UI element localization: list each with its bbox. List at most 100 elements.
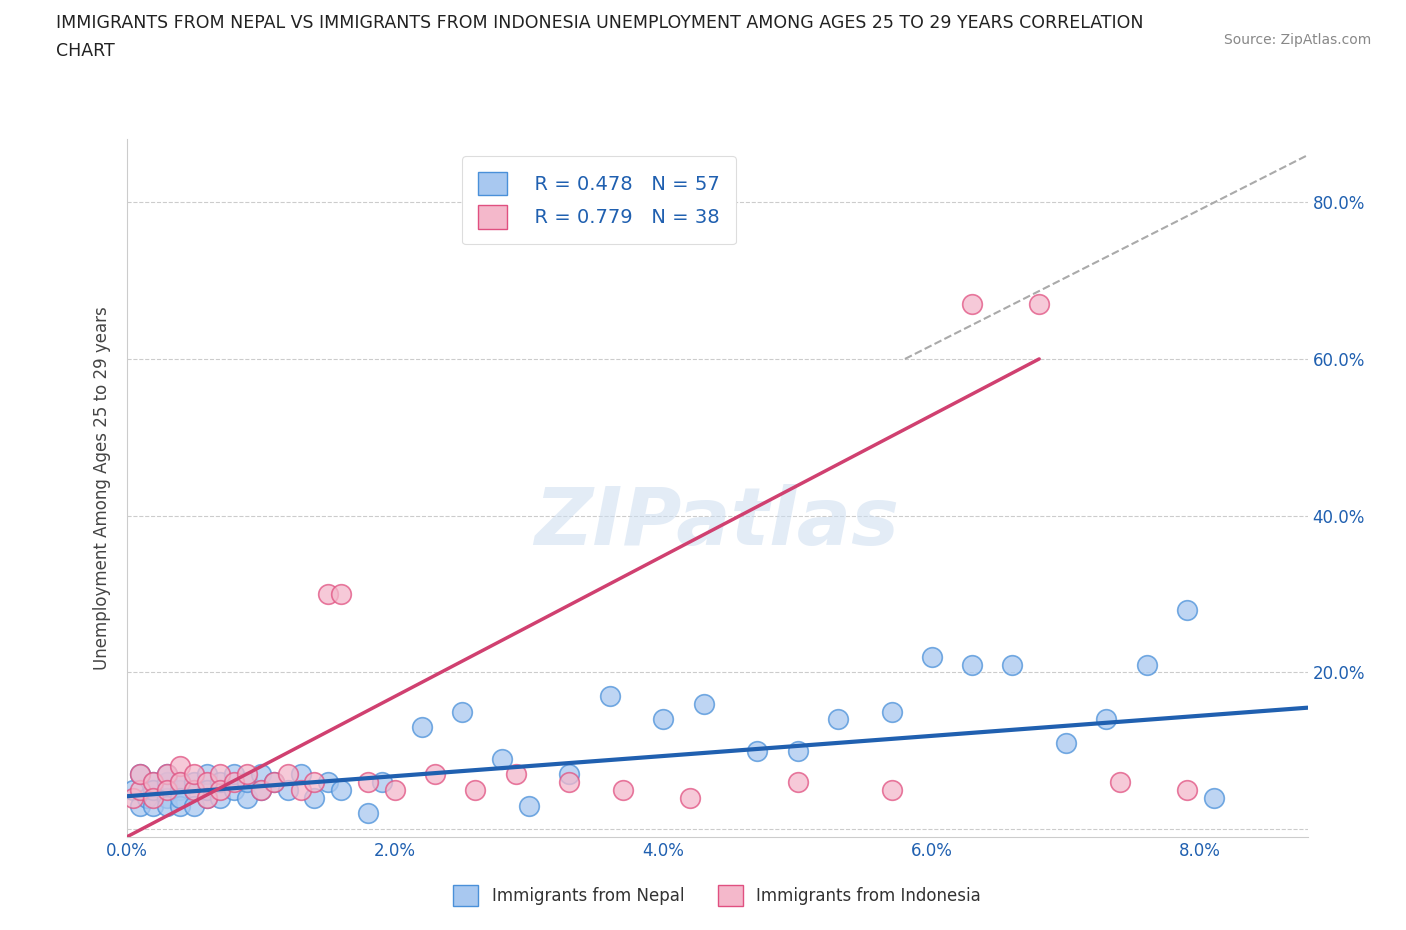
Point — [222, 775, 245, 790]
Point — [1108, 775, 1130, 790]
Point — [786, 743, 808, 758]
Point — [249, 782, 271, 797]
Point — [129, 767, 152, 782]
Point — [195, 775, 218, 790]
Point — [156, 775, 179, 790]
Point — [357, 775, 380, 790]
Point — [599, 688, 621, 703]
Point — [169, 782, 191, 797]
Point — [142, 775, 165, 790]
Text: CHART: CHART — [56, 42, 115, 60]
Point — [169, 790, 191, 805]
Point — [142, 790, 165, 805]
Point — [129, 767, 152, 782]
Point — [195, 782, 218, 797]
Point — [464, 782, 486, 797]
Point — [195, 767, 218, 782]
Point — [692, 697, 714, 711]
Point — [1095, 712, 1118, 727]
Point — [209, 782, 232, 797]
Point — [129, 798, 152, 813]
Point — [960, 297, 983, 312]
Point — [290, 782, 312, 797]
Point — [156, 767, 179, 782]
Point — [330, 587, 353, 602]
Legend: Immigrants from Nepal, Immigrants from Indonesia: Immigrants from Nepal, Immigrants from I… — [447, 879, 987, 912]
Point — [491, 751, 513, 766]
Point — [183, 782, 205, 797]
Point — [316, 587, 339, 602]
Point — [209, 767, 232, 782]
Point — [169, 775, 191, 790]
Y-axis label: Unemployment Among Ages 25 to 29 years: Unemployment Among Ages 25 to 29 years — [93, 306, 111, 671]
Point — [142, 782, 165, 797]
Point — [1001, 658, 1024, 672]
Point — [558, 767, 581, 782]
Point — [517, 798, 540, 813]
Point — [277, 782, 299, 797]
Point — [236, 790, 259, 805]
Point — [156, 790, 179, 805]
Point — [195, 790, 218, 805]
Point — [880, 704, 903, 719]
Point — [827, 712, 849, 727]
Point — [1175, 603, 1198, 618]
Point — [505, 767, 527, 782]
Point — [209, 775, 232, 790]
Point — [1028, 297, 1050, 312]
Point — [747, 743, 769, 758]
Point — [612, 782, 634, 797]
Point — [425, 767, 447, 782]
Point — [316, 775, 339, 790]
Point — [183, 798, 205, 813]
Point — [183, 782, 205, 797]
Point — [249, 782, 271, 797]
Point — [209, 790, 232, 805]
Point — [122, 790, 145, 805]
Point — [679, 790, 702, 805]
Point — [135, 790, 157, 805]
Point — [236, 775, 259, 790]
Point — [1135, 658, 1157, 672]
Point — [330, 782, 353, 797]
Point — [169, 798, 191, 813]
Point — [357, 806, 380, 821]
Point — [451, 704, 474, 719]
Point — [249, 767, 271, 782]
Point — [156, 767, 179, 782]
Point — [1175, 782, 1198, 797]
Point — [156, 798, 179, 813]
Point — [880, 782, 903, 797]
Point — [786, 775, 808, 790]
Point — [122, 782, 145, 797]
Text: ZIPatlas: ZIPatlas — [534, 485, 900, 562]
Point — [370, 775, 392, 790]
Point — [960, 658, 983, 672]
Point — [169, 775, 191, 790]
Point — [142, 775, 165, 790]
Point — [411, 720, 433, 735]
Text: Source: ZipAtlas.com: Source: ZipAtlas.com — [1223, 33, 1371, 46]
Point — [222, 782, 245, 797]
Point — [222, 767, 245, 782]
Point — [183, 775, 205, 790]
Point — [290, 767, 312, 782]
Point — [652, 712, 675, 727]
Point — [1054, 736, 1077, 751]
Point — [277, 767, 299, 782]
Point — [384, 782, 406, 797]
Point — [195, 790, 218, 805]
Point — [263, 775, 285, 790]
Point — [129, 782, 152, 797]
Point — [558, 775, 581, 790]
Point — [921, 649, 943, 664]
Point — [142, 798, 165, 813]
Point — [304, 775, 326, 790]
Text: IMMIGRANTS FROM NEPAL VS IMMIGRANTS FROM INDONESIA UNEMPLOYMENT AMONG AGES 25 TO: IMMIGRANTS FROM NEPAL VS IMMIGRANTS FROM… — [56, 14, 1143, 32]
Point — [183, 767, 205, 782]
Point — [156, 782, 179, 797]
Point — [304, 790, 326, 805]
Point — [236, 767, 259, 782]
Point — [1202, 790, 1225, 805]
Point — [263, 775, 285, 790]
